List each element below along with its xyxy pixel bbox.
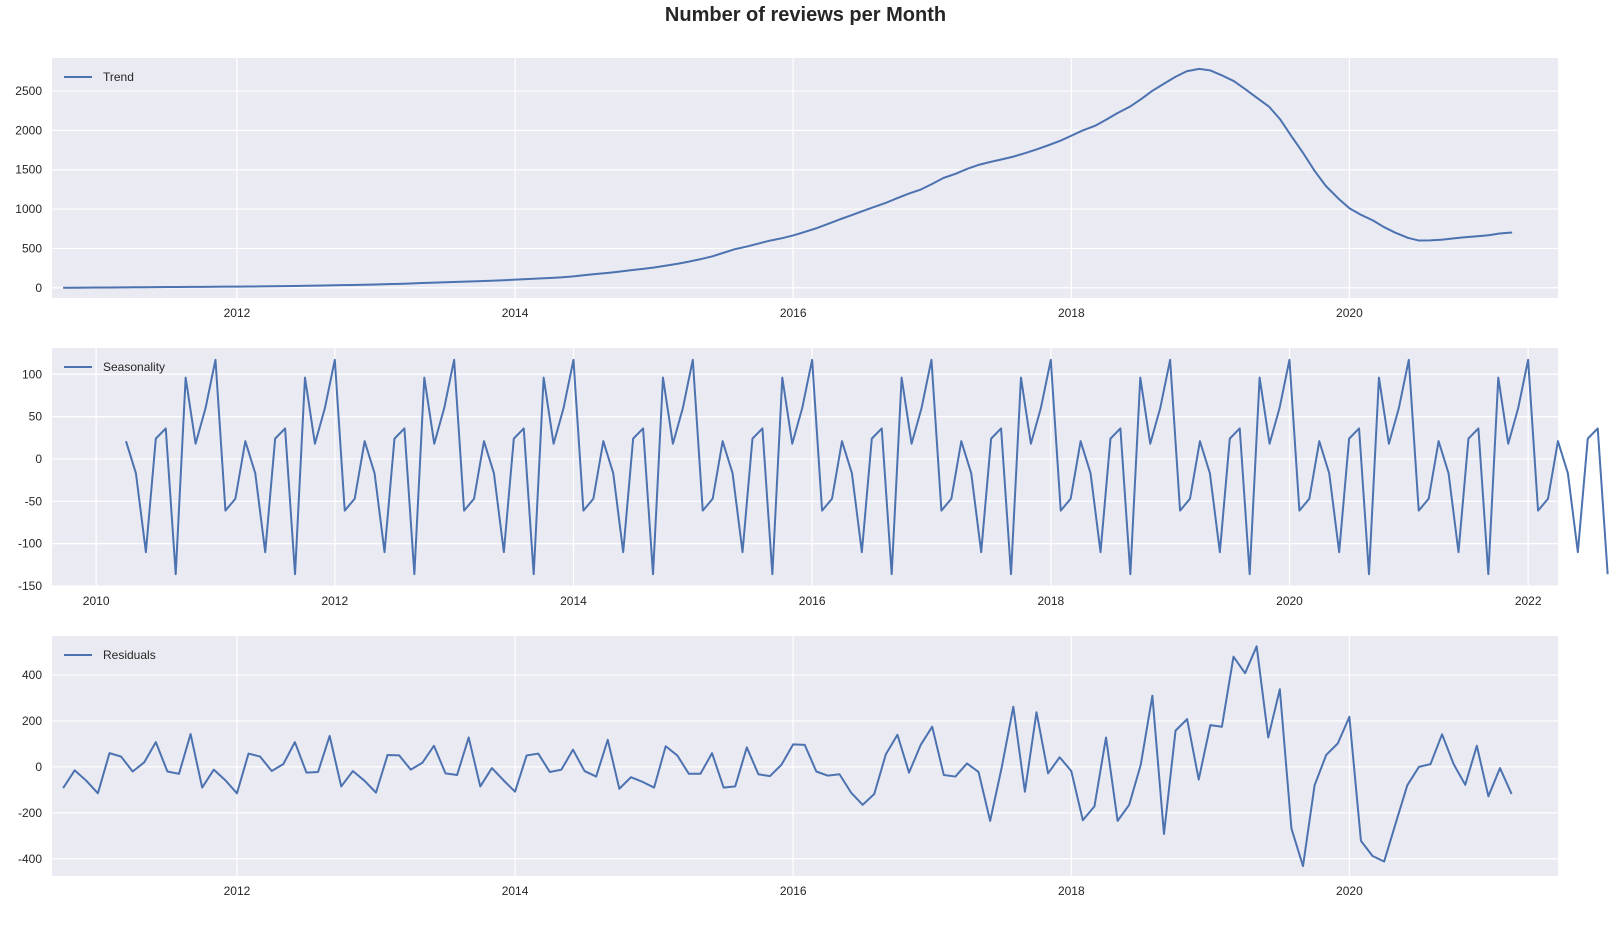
residuals-y-tick-label: 0 <box>35 760 42 774</box>
seasonality-x-tick-label: 2010 <box>83 594 110 608</box>
trend-x-tick-label: 2018 <box>1058 306 1085 320</box>
residuals-x-tick-label: 2016 <box>780 884 807 898</box>
trend-x-tick-label: 2014 <box>502 306 529 320</box>
residuals-y-tick-label: -200 <box>18 806 42 820</box>
seasonality-plot-area <box>52 348 1558 586</box>
seasonality-y-tick-label: -100 <box>18 537 42 551</box>
residuals-y-tick-label: 400 <box>22 668 42 682</box>
seasonality-x-tick-label: 2022 <box>1515 594 1542 608</box>
trend-y-tick-label: 0 <box>35 281 42 295</box>
residuals-panel: 2012 2014 2016 2018 2020 -400 -200 0 200 400 Resid… <box>18 636 1558 898</box>
trend-y-tick-label: 1000 <box>15 202 42 216</box>
residuals-x-tick-label: 2020 <box>1336 884 1363 898</box>
seasonality-x-tick-label: 2020 <box>1276 594 1303 608</box>
trend-y-tick-label: 2000 <box>15 123 42 137</box>
seasonality-x-tick-label: 2012 <box>321 594 348 608</box>
trend-y-tick-label: 2500 <box>15 84 42 98</box>
residuals-x-tick-label: 2012 <box>224 884 251 898</box>
seasonality-x-tick-label: 2018 <box>1037 594 1064 608</box>
trend-legend-label: Trend <box>103 70 134 84</box>
seasonality-panel: 2010 2012 2014 2016 2018 2020 2022 -150 -100 -50 0… <box>18 348 1609 608</box>
seasonality-y-tick-label: 0 <box>35 452 42 466</box>
figure-title: Number of reviews per Month <box>664 4 947 26</box>
trend-plot-area <box>52 58 1558 298</box>
seasonality-y-tick-label: 50 <box>29 410 43 424</box>
trend-panel: 2012 2014 2016 2018 2020 0 500 1000 1500 2000 2500… <box>15 58 1558 320</box>
residuals-series-line <box>62 645 1513 868</box>
seasonality-x-tick-label: 2016 <box>799 594 826 608</box>
seasonality-series-line <box>125 358 1609 576</box>
seasonality-y-tick-label: -150 <box>18 579 42 593</box>
seasonality-y-tick-label: 100 <box>22 367 42 381</box>
residuals-x-tick-label: 2018 <box>1058 884 1085 898</box>
trend-x-tick-label: 2012 <box>224 306 251 320</box>
trend-y-tick-label: 500 <box>22 241 42 255</box>
trend-x-tick-label: 2016 <box>780 306 807 320</box>
seasonality-legend-label: Seasonality <box>103 360 165 374</box>
residuals-y-tick-label: 200 <box>22 714 42 728</box>
residuals-y-tick-label: -400 <box>18 852 42 866</box>
residuals-x-tick-label: 2014 <box>502 884 529 898</box>
trend-y-tick-label: 1500 <box>15 163 42 177</box>
seasonality-x-tick-label: 2014 <box>560 594 587 608</box>
seasonality-y-tick-label: -50 <box>25 494 43 508</box>
trend-x-tick-label: 2020 <box>1336 306 1363 320</box>
trend-series-line <box>63 67 1513 289</box>
residuals-plot-area <box>52 636 1558 876</box>
residuals-legend-label: Residuals <box>103 648 156 662</box>
